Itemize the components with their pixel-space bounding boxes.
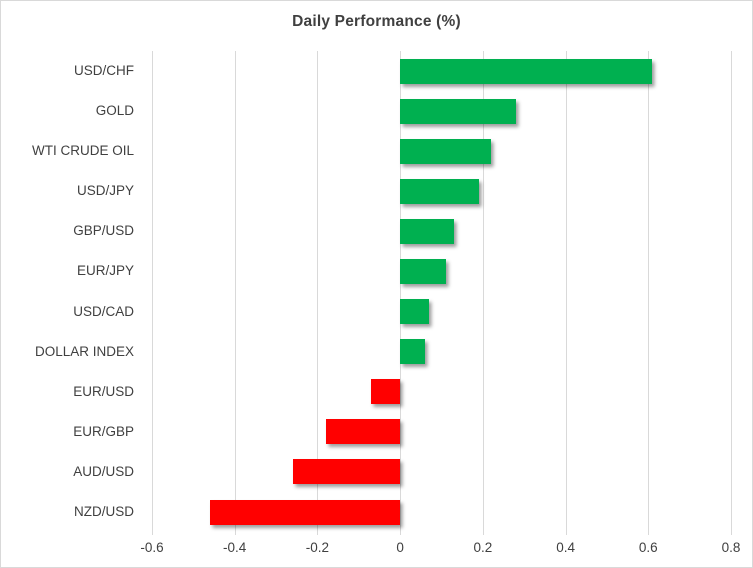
x-tick-label--0.6: -0.6: [140, 540, 164, 555]
gridline-0.4: [565, 51, 567, 535]
category-label-gbp-usd: GBP/USD: [73, 223, 134, 239]
x-tick-label-0.4: 0.4: [556, 540, 575, 555]
x-tick-label--0.2: -0.2: [305, 540, 330, 555]
bar-gbp-usd: [400, 218, 454, 244]
gridline-0.2: [482, 51, 484, 535]
gridline--0.4: [234, 51, 236, 535]
bar-wti-crude-oil: [400, 138, 492, 164]
plot-area: [152, 51, 732, 535]
category-label-wti-crude-oil: WTI CRUDE OIL: [31, 143, 134, 159]
category-label-eur-gbp: EUR/GBP: [73, 423, 134, 439]
x-tick-label--0.4: -0.4: [223, 540, 247, 555]
gridline--0.6: [152, 51, 153, 535]
category-label-aud-usd: AUD/USD: [73, 463, 134, 479]
bar-eur-usd: [371, 379, 401, 405]
x-axis: -0.6 -0.4 -0.2 0 0.2 0.4 0.6 0.8: [140, 540, 740, 560]
bar-dollar-index: [400, 339, 425, 365]
category-label-eur-jpy: EUR/JPY: [76, 263, 134, 279]
x-tick-label-0.8: 0.8: [721, 540, 741, 555]
x-tick-label-0.6: 0.6: [638, 540, 658, 555]
category-label-dollar-index: DOLLAR INDEX: [34, 343, 134, 359]
gridline--0.2: [317, 51, 319, 535]
bar-usd-jpy: [400, 178, 479, 204]
x-tick-label-0.2: 0.2: [473, 540, 493, 555]
bar-eur-gbp: [325, 419, 401, 445]
bar-usd-cad: [400, 299, 430, 324]
bar-aud-usd: [292, 459, 401, 485]
gridline-0.6: [648, 51, 650, 535]
category-label-usd-jpy: USD/JPY: [76, 183, 134, 199]
category-axis: USD/CHF GOLD WTI CRUDE OIL USD/JPY GBP/USD EU…: [1, 51, 134, 532]
bar-nzd-usd: [209, 499, 401, 525]
category-label-usd-cad: USD/CAD: [73, 303, 134, 319]
bar-usd-chf: [400, 58, 653, 84]
category-label-gold: GOLD: [95, 103, 134, 119]
bar-gold: [400, 98, 516, 124]
gridline-0: [400, 51, 402, 535]
bar-eur-jpy: [400, 259, 446, 284]
category-label-eur-usd: EUR/USD: [73, 383, 134, 399]
category-label-usd-chf: USD/CHF: [74, 63, 134, 78]
chart-title: Daily Performance (%): [292, 13, 461, 30]
category-label-nzd-usd: NZD/USD: [74, 503, 134, 519]
gridline-0.8: [731, 51, 732, 535]
x-tick-label-0: 0: [396, 540, 404, 555]
